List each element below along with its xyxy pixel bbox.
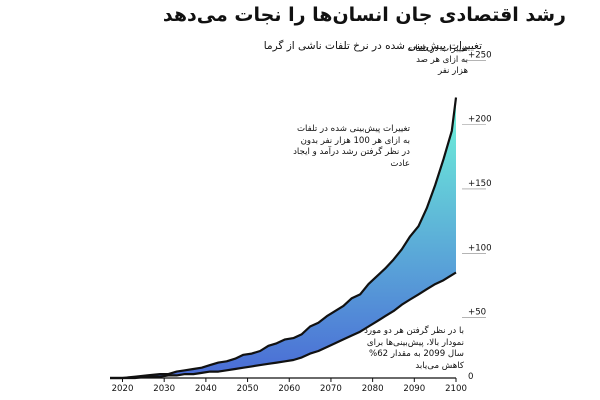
- x-tick-label: 2030: [153, 384, 175, 394]
- x-tick-label: 2070: [320, 384, 342, 394]
- x-tick-label: 2080: [362, 384, 384, 394]
- x-tick-label: 2060: [278, 384, 300, 394]
- x-tick-label: 2020: [112, 384, 134, 394]
- y-axis-label: تغییرات در تلفات به ازای هر صد هزار نفر: [407, 44, 468, 76]
- y-tick-label: 0: [468, 372, 473, 382]
- chart-subtitle: تغییرات پیش‌بینی شده در نرخ تلفات ناشی ا…: [263, 40, 482, 52]
- x-tick-label: 2040: [195, 384, 217, 394]
- annotation-lower: با در نظر گرفتن هر دو مورد نمودار بالا، …: [364, 326, 464, 371]
- series-line-lower: [110, 271, 457, 380]
- y-tick-label: +100: [468, 243, 492, 253]
- y-tick-label: +150: [468, 179, 492, 189]
- series-line-upper: [110, 97, 458, 380]
- y-tick-label: +200: [468, 115, 492, 125]
- y-tick-label: +50: [468, 308, 486, 318]
- x-tick-label: 2050: [237, 384, 259, 394]
- x-tick-label: 2100: [445, 384, 467, 394]
- y-tick-label: +250: [468, 50, 492, 60]
- gap-area: [110, 97, 456, 378]
- chart-title: رشد اقتصادی جان انسان‌ها را نجات می‌دهد: [162, 4, 566, 26]
- annotation-upper: تغییرات پیش‌بینی شده در تلفات به ازای هر…: [293, 124, 410, 169]
- x-tick-label: 2090: [403, 384, 425, 394]
